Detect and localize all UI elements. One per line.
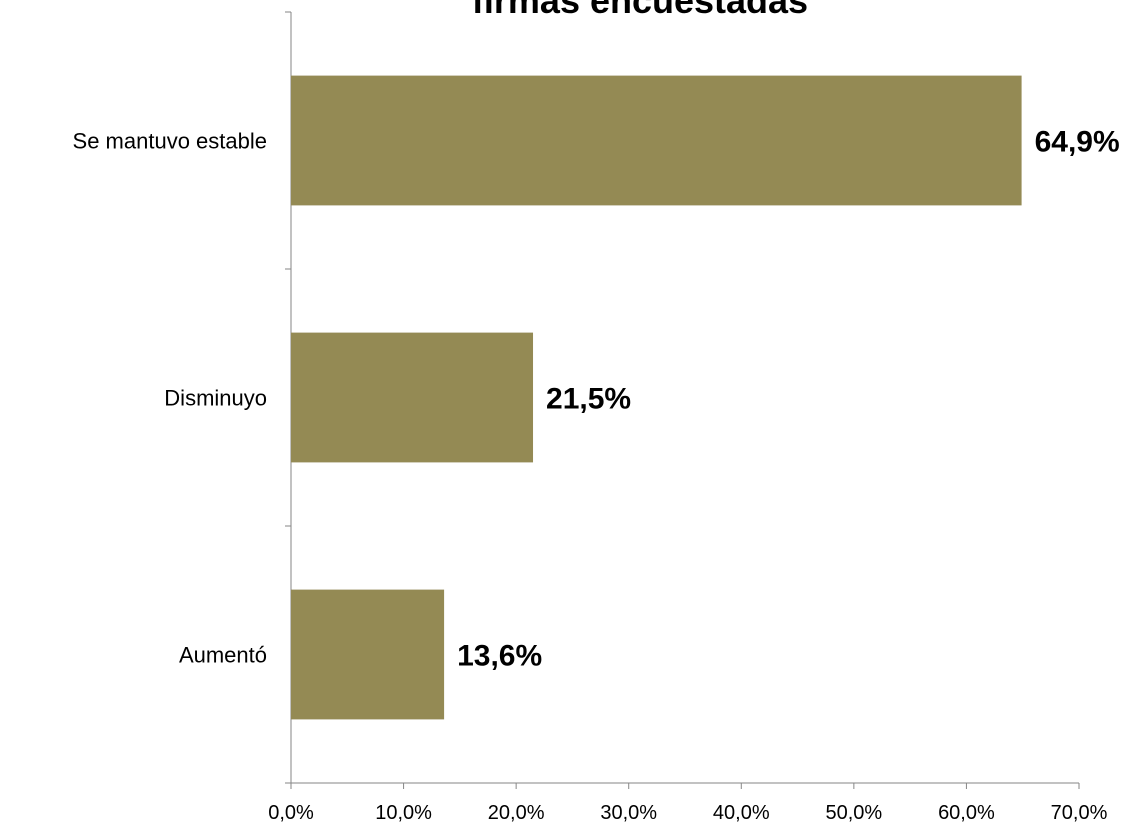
bar <box>291 332 534 463</box>
y-tick-label: Disminuyo <box>164 386 267 411</box>
x-tick-label: 70,0% <box>1051 802 1108 824</box>
value-label: 13,6% <box>457 640 542 673</box>
x-tick-label: 10,0% <box>375 802 432 824</box>
bar <box>291 589 445 720</box>
y-tick-label: Aumentó <box>179 643 267 668</box>
chart-title: firmas encuestadas <box>472 0 808 21</box>
bar <box>291 75 1022 206</box>
y-tick-label: Se mantuvo estable <box>73 129 267 154</box>
x-tick-label: 30,0% <box>600 802 657 824</box>
x-tick-label: 50,0% <box>825 802 882 824</box>
x-tick-label: 0,0% <box>268 802 314 824</box>
x-tick-label: 40,0% <box>713 802 770 824</box>
x-tick-label: 60,0% <box>938 802 995 824</box>
value-label: 64,9% <box>1035 126 1120 159</box>
x-tick-label: 20,0% <box>488 802 545 824</box>
value-label: 21,5% <box>546 383 631 416</box>
